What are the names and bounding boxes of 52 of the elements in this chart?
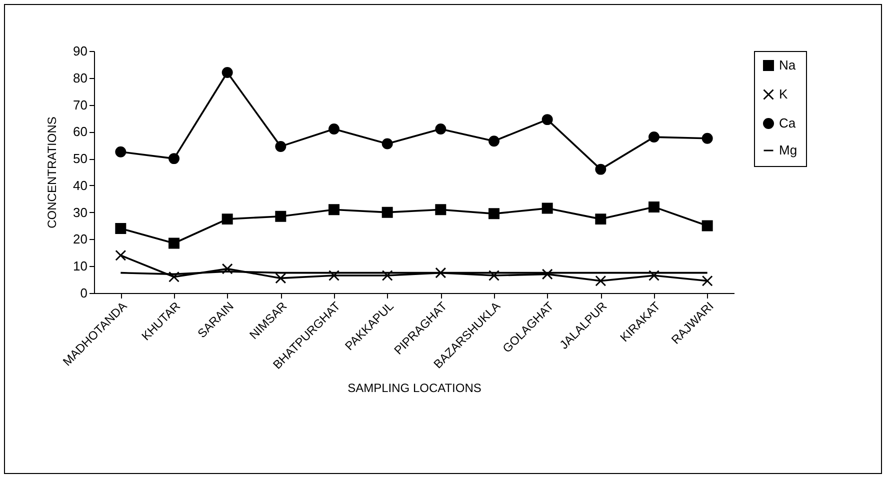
point — [222, 263, 233, 274]
point — [702, 132, 713, 144]
point — [488, 270, 500, 282]
point — [488, 136, 500, 147]
point — [382, 138, 393, 150]
legend-label: Mg — [779, 142, 798, 158]
point — [275, 272, 286, 284]
y-tick-label: 10 — [73, 258, 88, 274]
legend-label: Ca — [779, 116, 796, 130]
point — [328, 123, 340, 134]
point — [382, 206, 393, 218]
y-tick-label: 70 — [73, 97, 88, 112]
point — [115, 250, 126, 261]
y-tick-label: 20 — [73, 232, 88, 247]
point — [488, 208, 500, 220]
point — [435, 267, 446, 278]
y-tick-label: 40 — [73, 178, 88, 193]
point — [595, 275, 606, 286]
point — [542, 202, 553, 214]
y-tick-label: 50 — [73, 151, 88, 166]
point — [702, 275, 713, 286]
point — [168, 238, 180, 249]
point — [275, 210, 286, 222]
legend-label: Na — [779, 58, 796, 72]
point — [595, 164, 606, 175]
point — [328, 270, 340, 282]
point — [328, 204, 340, 216]
point — [648, 270, 660, 282]
point — [382, 270, 393, 282]
y-tick-label: 60 — [73, 124, 88, 140]
point — [595, 214, 606, 225]
x-axis-title: SAMPLING LOCATIONS — [348, 381, 482, 396]
legend-label: K — [779, 86, 788, 102]
y-tick-label: 0 — [80, 286, 88, 300]
point — [168, 153, 180, 164]
point — [435, 123, 446, 134]
point — [222, 67, 233, 78]
point — [115, 222, 126, 234]
point — [542, 114, 553, 126]
point — [542, 268, 553, 280]
y-tick-label: 80 — [73, 70, 88, 86]
point — [168, 271, 180, 282]
point — [275, 140, 286, 152]
y-axis-title: CONCENTRATIONS — [45, 116, 60, 228]
point — [115, 146, 126, 158]
point — [702, 220, 713, 232]
y-tick-label: 30 — [73, 204, 88, 220]
point — [435, 204, 446, 216]
point — [222, 214, 233, 225]
y-tick-label: 90 — [73, 44, 88, 58]
point — [648, 132, 660, 143]
point — [648, 201, 660, 212]
